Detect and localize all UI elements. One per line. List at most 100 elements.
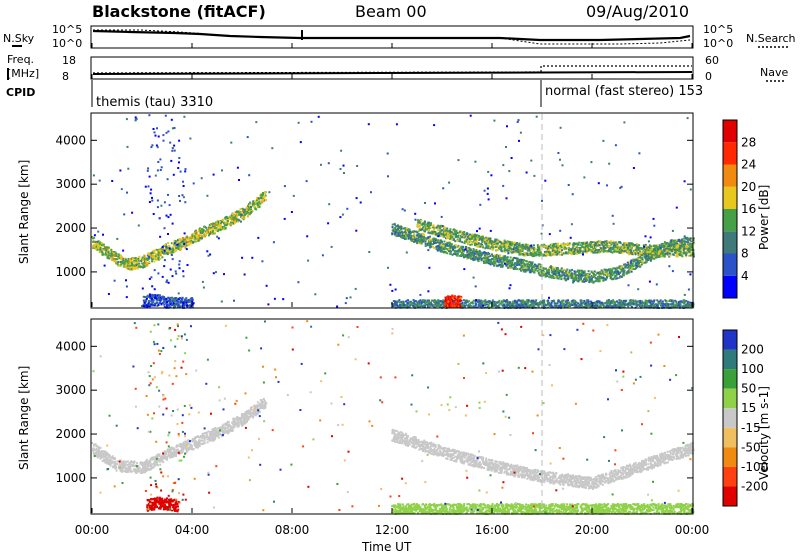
data-cell	[510, 247, 512, 250]
data-cell	[514, 244, 517, 247]
data-cell	[575, 274, 578, 277]
data-cell	[644, 243, 647, 246]
data-cell	[414, 304, 417, 307]
data-cell	[618, 251, 621, 254]
data-cell	[469, 233, 471, 236]
data-cell	[680, 245, 683, 248]
data-cell	[560, 277, 563, 280]
nave-label: Nave	[760, 66, 788, 79]
data-cell	[550, 243, 553, 246]
data-cell	[433, 247, 436, 249]
data-cell	[451, 229, 454, 232]
data-cell	[493, 304, 496, 307]
data-cell	[198, 238, 201, 241]
data-cell	[516, 251, 519, 253]
data-cell	[636, 243, 639, 246]
data-cell	[178, 241, 181, 244]
data-cell	[499, 256, 502, 259]
data-cell	[157, 252, 160, 255]
data-cell	[585, 279, 587, 282]
data-cell	[609, 250, 612, 253]
data-cell	[646, 251, 649, 254]
data-cell	[644, 247, 647, 250]
data-cell	[508, 241, 511, 244]
data-cell	[436, 300, 439, 303]
data-cell	[645, 245, 648, 248]
data-cell	[685, 246, 688, 249]
data-cell	[515, 245, 518, 248]
data-cell	[459, 238, 462, 241]
data-cell	[429, 243, 432, 246]
data-cell	[427, 229, 430, 231]
data-cell	[651, 256, 654, 259]
data-cell	[396, 225, 398, 228]
data-cell	[484, 299, 487, 302]
data-cell	[510, 249, 512, 252]
data-cell	[639, 265, 642, 268]
data-cell	[513, 245, 516, 248]
data-cell	[477, 243, 480, 246]
data-cell	[102, 243, 105, 246]
data-cell	[461, 241, 464, 244]
data-cell	[527, 244, 530, 247]
data-cell	[156, 257, 159, 260]
cpid-segment-2: normal (fast stereo) 153	[545, 84, 703, 99]
data-cell	[614, 244, 617, 247]
data-cell	[94, 241, 97, 244]
data-cell	[463, 242, 466, 245]
data-cell	[416, 223, 419, 226]
data-cell	[545, 253, 547, 256]
data-cell	[400, 227, 403, 230]
data-cell	[243, 212, 245, 215]
data-cell	[481, 300, 484, 303]
data-cell	[166, 253, 169, 256]
data-cell	[260, 193, 263, 196]
data-cell	[623, 269, 626, 272]
data-cell	[440, 301, 443, 304]
data-cell	[186, 238, 189, 241]
data-cell	[490, 306, 493, 309]
data-cell	[690, 251, 693, 254]
data-cell	[592, 247, 595, 250]
data-cell	[551, 305, 554, 308]
data-cell	[459, 237, 462, 240]
data-cell	[406, 304, 409, 307]
data-cell	[508, 303, 511, 306]
data-cell	[454, 240, 457, 243]
data-cell	[217, 228, 220, 231]
data-cell	[524, 264, 526, 267]
data-cell	[175, 248, 178, 251]
data-cell	[256, 196, 259, 199]
data-cell	[675, 246, 678, 249]
data-cell	[418, 300, 421, 303]
data-cell	[628, 271, 631, 274]
data-cell	[585, 301, 588, 304]
data-cell	[432, 225, 434, 228]
data-cell	[238, 213, 241, 216]
data-cell	[658, 250, 660, 253]
data-cell	[480, 305, 483, 308]
data-cell	[440, 300, 443, 303]
data-cell	[471, 234, 474, 237]
data-cell	[581, 242, 584, 245]
data-cell	[506, 256, 509, 259]
data-cell	[600, 242, 603, 245]
data-cell	[511, 248, 514, 251]
data-cell	[447, 231, 450, 234]
data-cell	[144, 258, 147, 261]
data-cell	[574, 247, 577, 250]
data-cell	[519, 249, 522, 252]
data-cell	[508, 259, 511, 262]
data-cell	[620, 246, 623, 249]
data-cell	[462, 250, 465, 253]
data-cell	[537, 253, 540, 256]
data-cell	[131, 266, 134, 269]
data-cell	[524, 254, 527, 257]
data-cell	[450, 243, 453, 246]
noise-tick-low-right: 10^0	[703, 37, 733, 50]
data-cell	[404, 304, 407, 307]
data-cell	[258, 200, 261, 203]
data-cell	[483, 257, 486, 260]
data-cell	[224, 226, 227, 229]
data-cell	[404, 237, 407, 240]
